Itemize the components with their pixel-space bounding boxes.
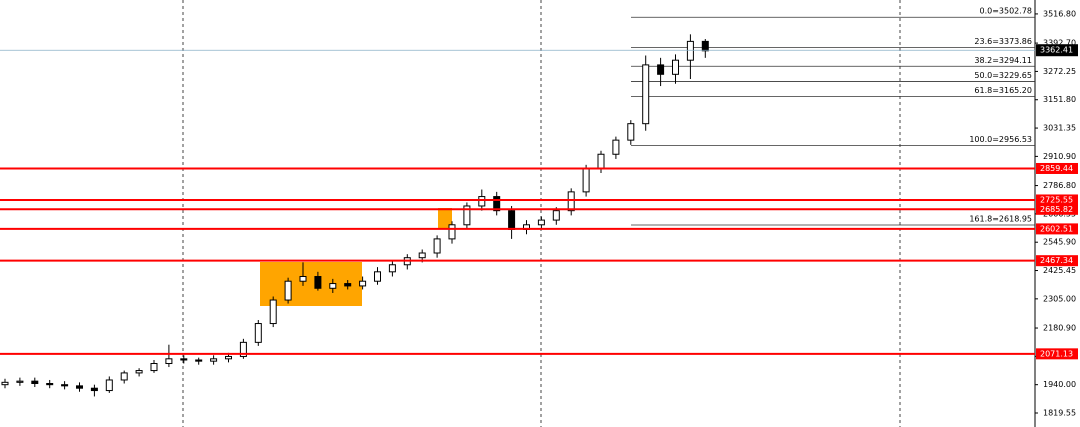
fib-label: 61.8=3165.20 (974, 86, 1032, 95)
candle-body (627, 123, 635, 141)
candle-body (672, 59, 679, 75)
y-tick-label: 1819.55 (1043, 408, 1076, 417)
candle-body (16, 380, 24, 383)
y-tick-label: 3151.80 (1043, 95, 1076, 104)
level-box (1036, 255, 1078, 267)
candle-body (642, 64, 650, 125)
level-label: 2602.51 (1040, 224, 1073, 233)
candle-body (120, 372, 128, 381)
level-label: 2725.55 (1040, 195, 1073, 204)
zone (438, 208, 452, 228)
candle-body (329, 283, 337, 289)
candle-body (90, 387, 98, 392)
candle-body (31, 380, 39, 385)
candle-body (135, 370, 143, 374)
y-tick-label: 2425.45 (1043, 266, 1076, 275)
candle-body (195, 359, 203, 362)
candle-body (433, 238, 441, 254)
candle-body (478, 196, 486, 207)
candle-body (239, 341, 247, 357)
fib-label: 0.0=3502.78 (979, 7, 1032, 16)
fib-label: 100.0=2956.53 (969, 135, 1032, 144)
candle-body (180, 358, 188, 361)
candle-body (508, 210, 516, 230)
y-tick-label: 2180.90 (1043, 324, 1076, 333)
candle-body (493, 196, 501, 212)
y-tick-label: 3031.35 (1043, 124, 1076, 133)
last-price-label: 3362.41 (1040, 46, 1073, 55)
candle-body (657, 64, 665, 75)
y-tick-label: 3392.70 (1043, 39, 1076, 48)
candle-body (597, 153, 605, 169)
candle-body (582, 167, 590, 193)
candle-body (701, 40, 709, 52)
fib-label: 161.8=2618.95 (969, 215, 1032, 224)
candle-body (418, 252, 426, 259)
candle-body (299, 276, 307, 282)
y-tick-label: 2545.90 (1043, 238, 1076, 247)
fib-label: 38.2=3294.11 (974, 56, 1032, 65)
level-label: 2071.13 (1040, 349, 1073, 358)
candle-body (284, 280, 292, 301)
candle-body (344, 283, 352, 287)
level-label: 2685.82 (1040, 205, 1073, 214)
candle-body (165, 358, 173, 365)
level-label: 2859.44 (1040, 164, 1073, 173)
level-box (1036, 223, 1078, 235)
y-tick-label: 3516.80 (1043, 9, 1076, 18)
candle-body (359, 280, 367, 287)
candle-body (150, 363, 158, 372)
candle-body (269, 299, 277, 325)
level-box (1036, 203, 1078, 215)
y-tick-label: 2786.80 (1043, 181, 1076, 190)
candle-body (448, 224, 456, 240)
candle-body (686, 40, 694, 61)
candle-body (210, 358, 218, 362)
candle-body (61, 384, 69, 387)
level-label: 2467.34 (1040, 256, 1073, 265)
candle-body (374, 271, 381, 282)
level-box (1036, 162, 1078, 174)
y-tick-label: 1940.00 (1043, 380, 1076, 389)
candle-body (225, 355, 232, 360)
candle-body (254, 323, 262, 343)
candle-body (463, 205, 471, 226)
level-box (1036, 194, 1078, 206)
y-tick-label: 2910.90 (1043, 152, 1076, 161)
last-price-box (1036, 44, 1078, 57)
candle-body (46, 383, 54, 386)
y-tick-label: 3272.25 (1043, 67, 1076, 76)
candle-body (314, 276, 322, 289)
candle-body (1, 381, 9, 386)
fib-label: 50.0=3229.65 (974, 71, 1032, 80)
fib-label: 23.6=3373.86 (974, 37, 1032, 46)
candle-body (612, 139, 620, 155)
y-tick-label: 2305.00 (1043, 294, 1076, 303)
candle-body (552, 210, 560, 221)
candle-body (567, 191, 575, 212)
candle-body (76, 385, 83, 389)
candle-body (105, 379, 113, 392)
candle-body (388, 264, 396, 273)
candle-body (537, 219, 545, 226)
level-box (1036, 348, 1078, 360)
